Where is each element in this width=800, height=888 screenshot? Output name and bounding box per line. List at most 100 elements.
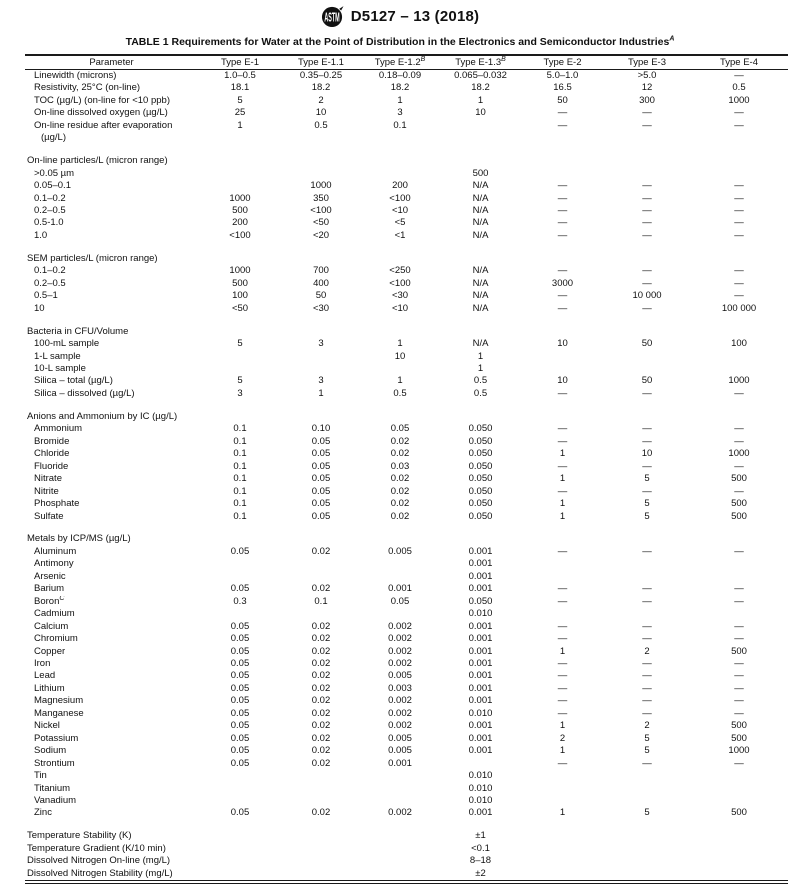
value-cell: 0.001 xyxy=(468,570,493,582)
value-cell xyxy=(521,843,604,855)
spacer-cell xyxy=(25,315,788,326)
table-row: TOC (µg/L) (on-line for <10 ppb) 5 2 1 1 50 30… xyxy=(25,95,788,107)
value-cell xyxy=(440,758,521,770)
value-cell: 0.001 xyxy=(388,757,412,769)
value-cell: 0.05 xyxy=(390,423,410,435)
value-cell: 0.02 xyxy=(311,545,331,557)
value-cell: — xyxy=(642,217,652,229)
value-cell xyxy=(690,253,788,265)
table-row: Calcium 0.05 0.02 0.002 0.001 — — — xyxy=(25,621,788,633)
table-row: >0.05 µm 500 xyxy=(25,168,788,180)
value-cell: 0.05 xyxy=(311,460,331,472)
value-cell: 0.05 xyxy=(230,732,250,744)
table-row: Sulfate 0.1 0.05 0.02 0.050 1 5 500 xyxy=(25,511,788,523)
parameter-cell: BoronC xyxy=(34,595,65,607)
parameter-cell: Fluoride xyxy=(34,460,69,472)
value-cell xyxy=(604,363,690,375)
value-cell: 5 xyxy=(237,94,243,106)
value-cell: 0.005 xyxy=(388,545,412,557)
value-cell: 100 000 xyxy=(721,302,757,314)
value-cell: 18.2 xyxy=(311,82,331,94)
value-cell: 500 xyxy=(731,498,747,510)
table-row: (µg/L) xyxy=(25,132,788,144)
value-cell: 0.05 xyxy=(311,448,331,460)
value-cell xyxy=(604,155,690,167)
value-cell: 0.02 xyxy=(390,435,410,447)
parameter-cell: Titanium xyxy=(34,782,71,794)
parameter-cell: (µg/L) xyxy=(41,132,67,144)
value-cell: — xyxy=(734,290,744,302)
value-cell: 0.1 xyxy=(233,498,247,510)
value-cell: — xyxy=(642,435,652,447)
value-cell xyxy=(198,132,282,144)
value-cell: — xyxy=(734,435,744,447)
table-row: Barium 0.05 0.02 0.001 0.001 — — — xyxy=(25,583,788,595)
value-cell: 0.050 xyxy=(468,485,493,497)
value-cell: — xyxy=(557,595,568,607)
value-cell: 10 xyxy=(557,338,568,350)
value-cell: — xyxy=(557,707,568,719)
parameter-cell: Phosphate xyxy=(34,498,80,510)
value-cell: 0.1 xyxy=(393,119,407,131)
parameter-cell: Anions and Ammonium by IC (µg/L) xyxy=(27,410,178,422)
value-cell: N/A xyxy=(472,290,489,302)
section-header-row: Metals by ICP/MS (µg/L) xyxy=(25,533,788,545)
value-cell: 1 xyxy=(559,498,566,510)
value-cell xyxy=(198,558,282,570)
value-cell: 700 xyxy=(313,265,329,277)
table-row: 1-L sample 10 1 xyxy=(25,351,788,363)
value-cell: — xyxy=(642,682,652,694)
value-cell xyxy=(604,608,690,620)
value-cell xyxy=(440,132,521,144)
parameter-cell: Cadmium xyxy=(34,608,75,620)
value-cell xyxy=(360,571,440,583)
value-cell: 1 xyxy=(397,338,403,350)
value-cell: — xyxy=(734,595,744,607)
value-cell xyxy=(521,795,604,807)
table-row: Dissolved Nitrogen Stability (mg/L) ±2 xyxy=(25,868,788,882)
table-row: BoronC 0.3 0.1 0.05 0.050 — — — xyxy=(25,596,788,608)
value-cell: 0.05 xyxy=(230,807,250,819)
value-cell xyxy=(360,363,440,375)
value-cell: 0.02 xyxy=(311,720,331,732)
value-cell: 0.05 xyxy=(311,473,331,485)
value-cell: — xyxy=(557,460,568,472)
value-cell: 0.001 xyxy=(468,682,493,694)
spacer-cell xyxy=(25,400,788,411)
value-cell xyxy=(360,326,440,338)
value-cell: 400 xyxy=(313,277,329,289)
value-cell xyxy=(690,571,788,583)
value-cell: 0.02 xyxy=(311,682,331,694)
value-cell: 1000 xyxy=(229,192,251,204)
value-cell: 500 xyxy=(731,732,747,744)
value-cell: N/A xyxy=(472,205,489,217)
value-cell: — xyxy=(734,682,744,694)
value-cell: 200 xyxy=(392,180,408,192)
value-cell: 1 xyxy=(559,473,566,485)
value-cell: — xyxy=(557,682,568,694)
parameter-cell: Lithium xyxy=(34,682,65,694)
value-cell: 0.002 xyxy=(388,620,412,632)
value-cell: 0.02 xyxy=(311,757,331,769)
value-cell: ±1 xyxy=(475,830,486,842)
value-cell: 0.050 xyxy=(468,448,493,460)
value-cell: — xyxy=(557,180,568,192)
value-cell xyxy=(360,795,440,807)
value-cell xyxy=(604,783,690,795)
value-cell: 0.18–0.09 xyxy=(378,70,422,81)
value-cell: 0.001 xyxy=(468,645,493,657)
value-cell xyxy=(360,155,440,167)
value-cell xyxy=(690,770,788,782)
value-cell xyxy=(282,558,360,570)
value-cell: — xyxy=(557,423,568,435)
section-header-row: SEM particles/L (micron range) xyxy=(25,253,788,265)
value-cell: 8–18 xyxy=(469,855,492,867)
value-cell: — xyxy=(557,290,568,302)
value-cell: 2 xyxy=(318,94,324,106)
table-row: Fluoride 0.1 0.05 0.03 0.050 — — — xyxy=(25,461,788,473)
value-cell xyxy=(360,868,440,882)
value-cell xyxy=(198,168,282,180)
value-cell: 18.2 xyxy=(471,82,490,94)
value-cell: ±2 xyxy=(475,867,486,879)
